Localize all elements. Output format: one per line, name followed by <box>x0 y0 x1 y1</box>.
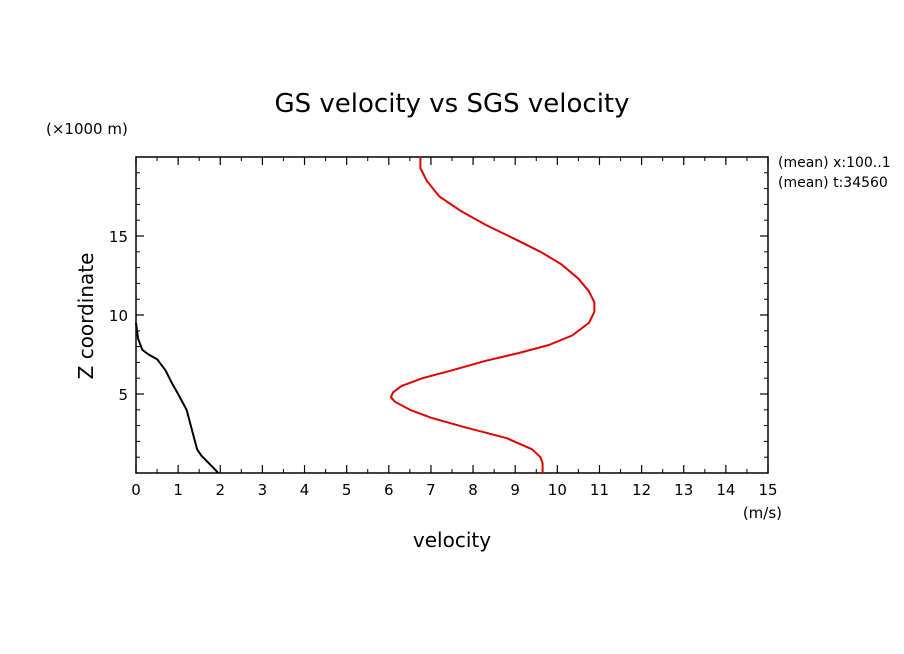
chart-title: GS velocity vs SGS velocity <box>274 89 629 119</box>
x-tick-label: 4 <box>300 481 310 499</box>
x-tick-label: 1 <box>173 481 183 499</box>
y-tick-label: 5 <box>118 386 128 404</box>
series-line-gs-velocity <box>389 157 596 473</box>
x-tick-label: 9 <box>510 481 520 499</box>
x-tick-label: 7 <box>426 481 436 499</box>
y-axis-label: Z coordinate <box>74 253 98 380</box>
x-axis-unit: (m/s) <box>743 504 782 522</box>
x-tick-label: 10 <box>548 481 567 499</box>
x-tick-label: 3 <box>258 481 268 499</box>
x-tick-label: 8 <box>468 481 478 499</box>
x-tick-label: 13 <box>674 481 693 499</box>
x-tick-label: 14 <box>716 481 735 499</box>
x-tick-label: 15 <box>758 481 777 499</box>
x-axis-label: velocity <box>413 528 491 552</box>
annotation-t-mean: (mean) t:34560 <box>778 175 888 191</box>
y-tick-label: 15 <box>109 228 128 246</box>
x-tick-label: 6 <box>384 481 394 499</box>
annotation-x-mean: (mean) x:100..1 <box>778 155 891 171</box>
y-axis-unit: (×1000 m) <box>46 120 128 138</box>
x-tick-label: 12 <box>632 481 651 499</box>
x-tick-label: 5 <box>342 481 352 499</box>
x-tick-label: 0 <box>131 481 141 499</box>
y-tick-label: 10 <box>109 307 128 325</box>
x-tick-label: 11 <box>590 481 609 499</box>
series-line-sgs-velocity <box>135 322 219 474</box>
x-tick-label: 2 <box>215 481 225 499</box>
